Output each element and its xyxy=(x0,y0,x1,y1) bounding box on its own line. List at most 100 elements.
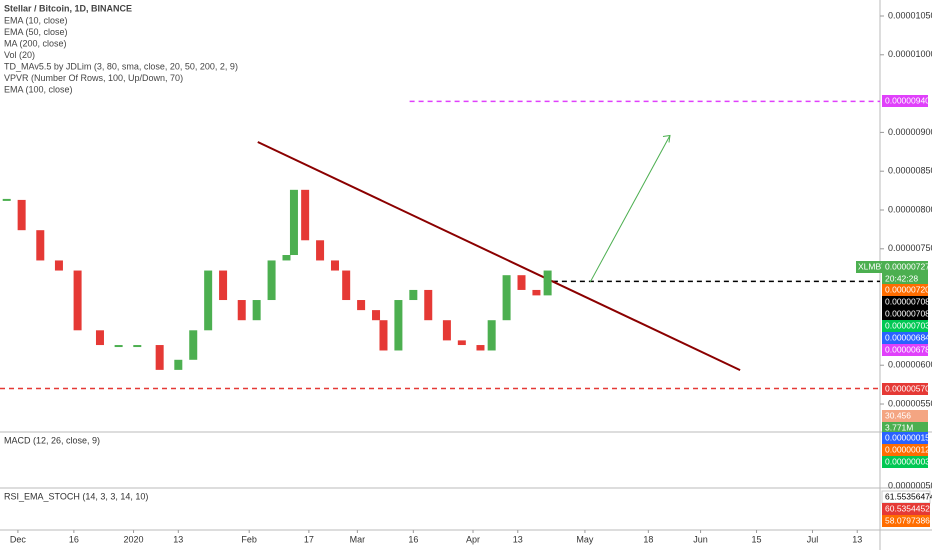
price-badge-text: 0.00000012 xyxy=(885,444,930,454)
candle xyxy=(357,300,366,311)
price-badge xyxy=(882,410,928,422)
candle xyxy=(204,270,213,331)
trendline xyxy=(257,141,741,372)
indicator-label: TD_MAv5.5 by JDLim (3, 80, sma, close, 2… xyxy=(4,61,238,71)
candle xyxy=(476,345,485,351)
price-badge-text: 0.00000015 xyxy=(885,432,930,442)
candle xyxy=(442,320,451,341)
y-tick-label: 0.00000550 xyxy=(888,398,932,408)
price-badge-text: 20:42:28 xyxy=(885,273,918,283)
x-tick-label: 13 xyxy=(513,534,523,544)
price-badge xyxy=(882,383,928,395)
x-tick-label: 2020 xyxy=(124,534,144,544)
candle xyxy=(219,270,228,301)
price-badge xyxy=(882,432,928,444)
price-badge-text: 0.00000940 xyxy=(885,95,930,105)
symbol-badge xyxy=(856,261,884,273)
candle xyxy=(532,289,541,296)
candle xyxy=(289,189,298,256)
candle xyxy=(252,300,261,321)
y-tick-label: 0.00000600 xyxy=(888,360,932,370)
candle xyxy=(189,330,198,360)
price-badge xyxy=(882,320,928,332)
candle xyxy=(330,260,339,271)
candle xyxy=(267,260,276,301)
x-tick-label: 17 xyxy=(304,534,314,544)
candle xyxy=(237,300,246,321)
symbol-badge-text: XLMBTC xyxy=(858,261,892,271)
x-tick-label: Dec xyxy=(10,534,27,544)
candle xyxy=(424,289,433,321)
candle xyxy=(316,240,325,261)
x-tick-label: May xyxy=(576,534,594,544)
indicator-label: Vol (20) xyxy=(4,50,35,60)
macd-label: MACD (12, 26, close, 9) xyxy=(4,435,100,445)
indicator-label: EMA (100, close) xyxy=(4,84,73,94)
candle xyxy=(457,340,466,346)
candle xyxy=(394,300,403,351)
x-tick-label: 15 xyxy=(752,534,762,544)
price-badge xyxy=(882,261,928,273)
price-badge-text: 58.07973860 xyxy=(885,515,932,525)
y-tick-label: 0.00001050 xyxy=(888,10,932,20)
price-badge-text: 0.00000678 xyxy=(885,344,930,354)
price-badge xyxy=(882,515,930,527)
macd-axis-label: 0.00000050 xyxy=(888,480,932,490)
x-tick-label: 18 xyxy=(643,534,653,544)
price-badge-text: 3.771M xyxy=(885,422,913,432)
y-tick-label: 0.00000850 xyxy=(888,166,932,176)
y-tick-label: 0.00000800 xyxy=(888,204,932,214)
x-tick-label: Jun xyxy=(693,534,708,544)
x-tick-label: Feb xyxy=(241,534,257,544)
price-badge xyxy=(882,284,928,296)
x-tick-label: Mar xyxy=(350,534,366,544)
candle xyxy=(301,189,310,241)
price-badge-text: 0.00000684 xyxy=(885,332,930,342)
price-badge xyxy=(882,503,930,515)
price-badge-text: 30.456 xyxy=(885,410,911,420)
price-badge xyxy=(882,332,928,344)
candle xyxy=(543,270,552,296)
x-tick-label: 16 xyxy=(408,534,418,544)
rsi-label: RSI_EMA_STOCH (14, 3, 3, 14, 10) xyxy=(4,491,148,501)
arrow-head xyxy=(662,134,671,143)
y-tick-label: 0.00000900 xyxy=(888,127,932,137)
x-tick-label: Jul xyxy=(807,534,819,544)
candle xyxy=(155,345,164,370)
price-badge xyxy=(882,296,928,308)
candle xyxy=(502,275,511,321)
candle xyxy=(133,345,142,348)
candle xyxy=(409,289,418,301)
price-badge-text: 0.00000727 xyxy=(885,261,930,271)
price-badge xyxy=(882,422,928,434)
indicator-label: MA (200, close) xyxy=(4,38,67,48)
symbol-title: Stellar / Bitcoin, 1D, BINANCE xyxy=(4,3,132,13)
x-tick-label: 13 xyxy=(852,534,862,544)
candle xyxy=(36,230,45,261)
candle xyxy=(174,359,183,370)
price-badge-text: 0.00000708 xyxy=(885,308,930,318)
y-tick-label: 0.00001000 xyxy=(888,49,932,59)
candle xyxy=(517,275,526,290)
price-badge xyxy=(882,308,928,320)
price-badge xyxy=(882,344,928,356)
price-badge xyxy=(882,444,928,456)
candle xyxy=(372,310,381,321)
candle xyxy=(54,260,63,271)
candle xyxy=(95,330,104,346)
indicator-label: EMA (50, close) xyxy=(4,27,68,37)
candle xyxy=(114,345,123,348)
price-badge-text: 0.00000570 xyxy=(885,383,930,393)
price-badge-text: 0.00000003 xyxy=(885,456,930,466)
price-badge xyxy=(882,273,928,285)
indicator-label: EMA (10, close) xyxy=(4,15,68,25)
price-badge-text: 0.00000720 xyxy=(885,284,930,294)
candle xyxy=(2,198,11,201)
candle xyxy=(487,320,496,351)
candle xyxy=(379,320,388,351)
x-tick-label: 16 xyxy=(69,534,79,544)
x-tick-label: Apr xyxy=(466,534,480,544)
y-tick-label: 0.00000750 xyxy=(888,243,932,253)
